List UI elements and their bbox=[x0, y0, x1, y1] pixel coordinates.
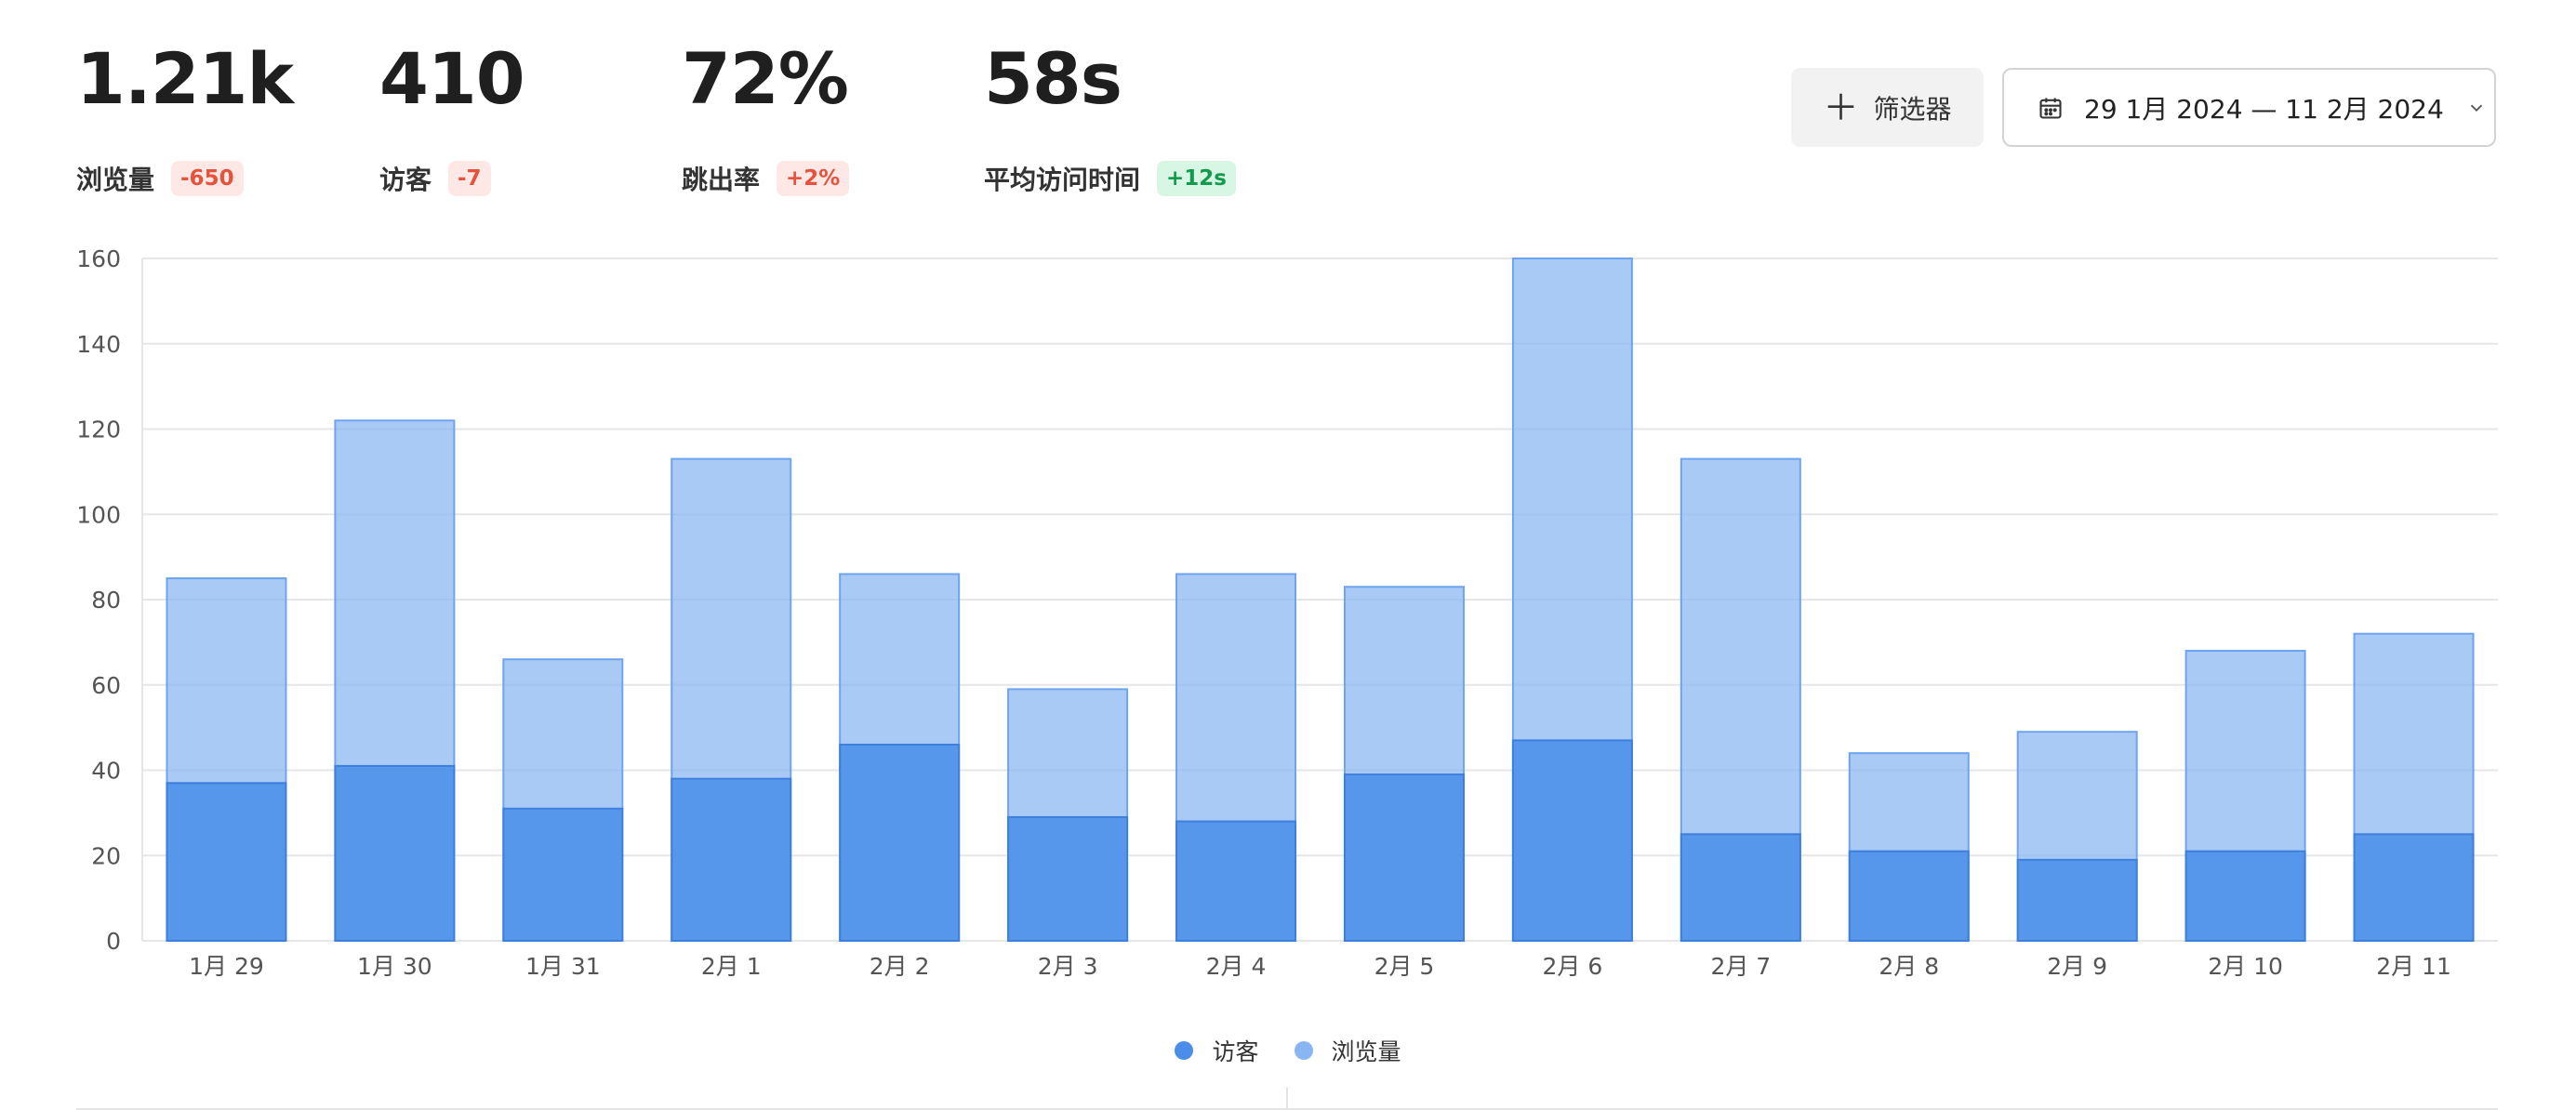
bar-visitors[interactable] bbox=[166, 782, 287, 943]
x-tick-label: 2月 11 bbox=[2376, 953, 2451, 980]
filter-label: 筛选器 bbox=[1873, 93, 1952, 125]
stat-value: 72% bbox=[682, 37, 849, 120]
delta-badge: +2% bbox=[777, 161, 850, 196]
delta-badge: -7 bbox=[448, 161, 491, 196]
stat-label: 访客 bbox=[379, 165, 432, 195]
legend-label: 浏览量 bbox=[1331, 1038, 1401, 1065]
bar-visitors[interactable] bbox=[2353, 833, 2475, 942]
stat-value: 58s bbox=[984, 37, 1122, 120]
stat-bounce-rate: 72% 跳出率 +2% bbox=[682, 37, 850, 199]
x-tick-label: 2月 10 bbox=[2208, 953, 2283, 980]
x-tick-label: 2月 8 bbox=[1879, 953, 1939, 980]
bar-visitors[interactable] bbox=[1511, 739, 1633, 943]
bar-visitors[interactable] bbox=[671, 777, 792, 942]
stat-value: 1.21k bbox=[76, 37, 294, 120]
legend-label: 访客 bbox=[1212, 1038, 1259, 1065]
legend-dot bbox=[1294, 1041, 1313, 1060]
y-tick-label: 40 bbox=[91, 758, 121, 785]
y-tick-label: 0 bbox=[106, 928, 121, 955]
y-tick-label: 20 bbox=[91, 842, 121, 869]
bar-visitors[interactable] bbox=[334, 764, 456, 942]
bar-visitors[interactable] bbox=[2184, 850, 2306, 942]
stat-value: 410 bbox=[379, 37, 525, 120]
x-tick-label: 2月 4 bbox=[1206, 953, 1267, 980]
x-tick-label: 2月 3 bbox=[1038, 953, 1098, 980]
add-filter-button[interactable]: ＋ 筛选器 bbox=[1791, 68, 1984, 147]
x-tick-label: 2月 5 bbox=[1374, 953, 1435, 980]
x-tick-label: 1月 31 bbox=[525, 953, 601, 980]
x-tick-label: 2月 2 bbox=[870, 953, 930, 980]
y-tick-label: 120 bbox=[76, 416, 121, 443]
bar-visitors[interactable] bbox=[1343, 773, 1465, 943]
y-tick-label: 140 bbox=[76, 331, 121, 358]
date-range-picker[interactable]: 29 1月 2024 — 11 2月 2024 bbox=[2002, 68, 2496, 147]
delta-badge: +12s bbox=[1157, 161, 1236, 196]
bar-visitors[interactable] bbox=[1007, 815, 1129, 943]
x-tick-label: 1月 30 bbox=[357, 953, 432, 980]
x-tick-label: 2月 9 bbox=[2047, 953, 2107, 980]
x-tick-label: 1月 29 bbox=[189, 953, 264, 980]
stat-label: 浏览量 bbox=[76, 165, 155, 195]
y-tick-label: 160 bbox=[76, 245, 121, 272]
stat-label: 跳出率 bbox=[682, 165, 761, 195]
bar-visitors[interactable] bbox=[839, 743, 961, 942]
x-tick-label: 2月 1 bbox=[701, 953, 762, 980]
y-tick-label: 100 bbox=[76, 501, 121, 528]
chevron-down-icon bbox=[2470, 104, 2482, 112]
stat-label: 平均访问时间 bbox=[984, 165, 1141, 195]
x-tick-label: 2月 6 bbox=[1543, 953, 1603, 980]
y-tick-label: 80 bbox=[91, 587, 121, 614]
date-range-text: 29 1月 2024 — 11 2月 2024 bbox=[2084, 93, 2444, 125]
plus-icon: ＋ bbox=[1823, 86, 1859, 128]
legend-item-pageviews[interactable]: 浏览量 bbox=[1294, 1034, 1401, 1067]
bar-visitors[interactable] bbox=[2016, 858, 2138, 943]
divider bbox=[1286, 1088, 1288, 1110]
legend-item-visitors[interactable]: 访客 bbox=[1175, 1034, 1259, 1067]
stat-avg-visit-time: 58s 平均访问时间 +12s bbox=[984, 37, 1236, 199]
legend-dot bbox=[1175, 1041, 1194, 1060]
chart-legend: 访客 浏览量 bbox=[0, 1034, 2576, 1067]
bar-visitors[interactable] bbox=[502, 807, 624, 942]
bar-visitors[interactable] bbox=[1175, 820, 1297, 942]
bar-visitors[interactable] bbox=[1680, 833, 1801, 942]
delta-badge: -650 bbox=[171, 161, 244, 196]
calendar-icon bbox=[2039, 98, 2062, 119]
x-tick-label: 2月 7 bbox=[1710, 953, 1771, 980]
y-tick-label: 60 bbox=[91, 672, 121, 699]
stat-pageviews: 1.21k 浏览量 -650 bbox=[76, 37, 294, 199]
bar-visitors[interactable] bbox=[1848, 850, 1970, 942]
stat-visitors: 410 访客 -7 bbox=[379, 37, 525, 199]
